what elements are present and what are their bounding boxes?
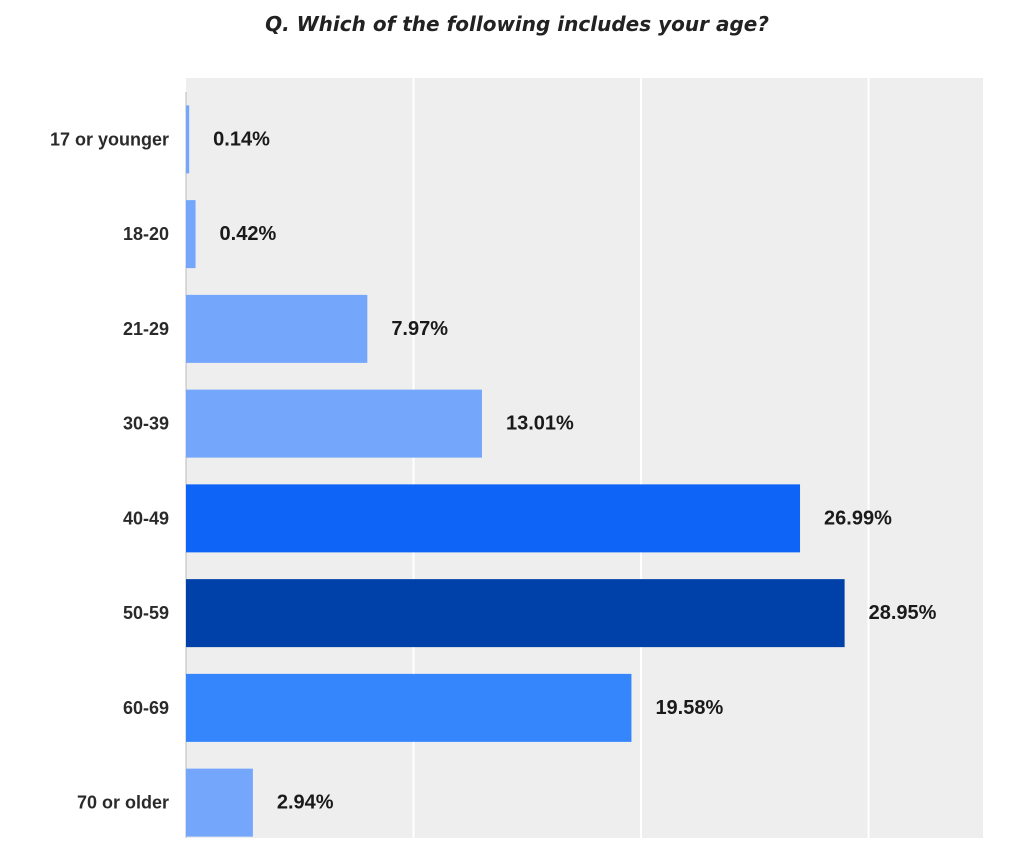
bar-2 xyxy=(186,200,196,269)
value-label-3: 7.97% xyxy=(391,318,448,340)
value-label-4: 13.01% xyxy=(506,413,574,435)
value-label-2: 0.42% xyxy=(220,223,277,245)
value-label-8: 2.94% xyxy=(277,792,334,814)
category-label-6: 50-59 xyxy=(123,603,169,623)
value-label-7: 19.58% xyxy=(655,697,723,719)
category-label-1: 17 or younger xyxy=(50,129,169,149)
category-label-5: 40-49 xyxy=(123,508,169,528)
category-labels: 17 or younger 18-20 21-29 30-39 40-49 50-59 60… xyxy=(50,129,169,812)
value-label-1: 0.14% xyxy=(213,128,270,150)
category-label-8: 70 or older xyxy=(77,793,169,813)
bar-6 xyxy=(186,579,845,648)
bar-7 xyxy=(186,673,632,742)
category-label-7: 60-69 xyxy=(123,698,169,718)
category-label-3: 21-29 xyxy=(123,319,169,339)
bars xyxy=(186,105,845,837)
bar-4 xyxy=(186,389,482,458)
value-label-5: 26.99% xyxy=(824,507,892,529)
value-label-6: 28.95% xyxy=(869,602,937,624)
bar-8 xyxy=(186,768,253,837)
bar-5 xyxy=(186,484,801,553)
chart-title: Q. Which of the following includes your … xyxy=(265,12,769,36)
category-label-2: 18-20 xyxy=(123,224,169,244)
bar-3 xyxy=(186,294,368,363)
value-labels: 0.14% 0.42% 7.97% 13.01% 26.99% 28.95% 19.58% 2… xyxy=(213,128,936,813)
category-label-4: 30-39 xyxy=(123,414,169,434)
bar-1 xyxy=(186,105,190,174)
